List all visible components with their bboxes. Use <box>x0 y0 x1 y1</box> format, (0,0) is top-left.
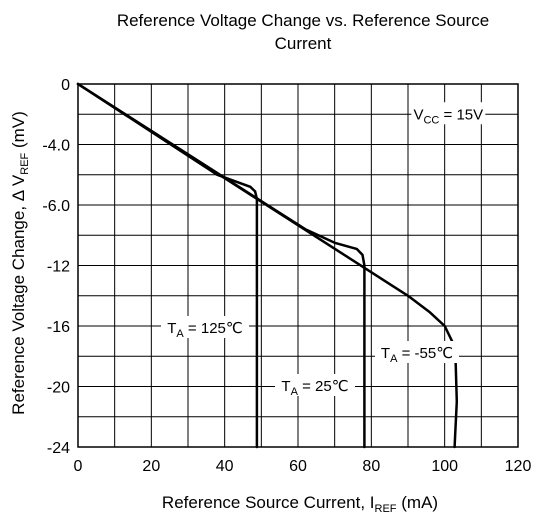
x-tick-label: 0 <box>74 458 83 475</box>
y-tick-label: -24 <box>47 440 70 457</box>
vcc-annotation: VCC = 15V <box>413 106 483 126</box>
y-tick-label: -16 <box>47 319 70 336</box>
series-label-3: TA = -55℃ <box>381 345 453 365</box>
series-label-1: TA = 125℃ <box>167 320 242 340</box>
x-tick-label: 40 <box>216 458 234 475</box>
y-tick-label: -20 <box>47 380 70 397</box>
x-tick-labels: 0 20 40 60 80 100 120 <box>74 458 532 475</box>
y-tick-label: 0 <box>61 77 70 94</box>
x-axis-label: Reference Source Current, IREF (mA) <box>162 493 438 514</box>
y-tick-label: -6.0 <box>42 198 70 215</box>
x-tick-label: 60 <box>289 458 307 475</box>
series-label-2: TA = 25℃ <box>281 378 348 398</box>
y-axis-label: Reference Voltage Change, Δ VREF (mV) <box>9 111 31 415</box>
y-tick-label: -4.0 <box>42 138 70 155</box>
x-tick-label: 80 <box>362 458 380 475</box>
y-tick-labels: 0 -4.0 -6.0 -12 -16 -20 -24 <box>42 77 70 457</box>
annotation-background <box>411 102 486 125</box>
x-tick-label: 120 <box>505 458 532 475</box>
chart-title-line-1: Reference Voltage Change vs. Reference S… <box>117 11 489 30</box>
x-tick-label: 20 <box>142 458 160 475</box>
chart-title-line-2: Current <box>275 34 332 53</box>
series-line-2 <box>76 82 366 449</box>
plot-frame <box>77 83 519 448</box>
series-labels: TA = 125℃ TA = 25℃ TA = -55℃ VCC = 15V <box>161 102 486 398</box>
series-label-background <box>275 374 355 396</box>
series-label-background <box>161 316 249 338</box>
x-tick-label: 100 <box>431 458 458 475</box>
series-label-background <box>375 341 459 363</box>
y-tick-label: -12 <box>47 259 70 276</box>
